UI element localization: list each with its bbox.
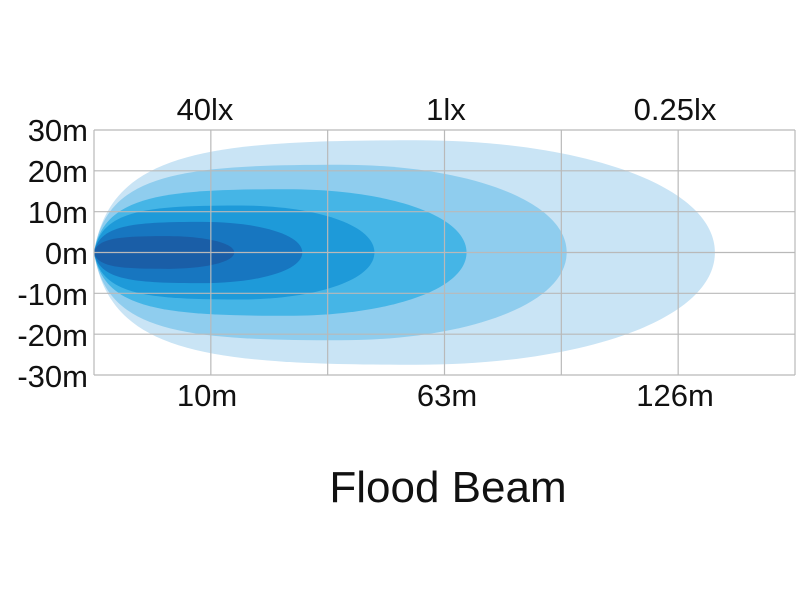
distance-label-126m: 126m (636, 378, 714, 413)
lux-labels: 40lx 1lx 0.25lx (177, 92, 717, 127)
y-tick-label: 10m (28, 195, 88, 230)
y-axis-ticks: 30m 20m 10m 0m -10m -20m -30m (17, 113, 88, 394)
distance-labels: 10m 63m 126m (177, 378, 714, 413)
y-tick-label: -30m (17, 359, 88, 394)
chart-title: Flood Beam (329, 463, 566, 512)
lux-label-40lx: 40lx (177, 92, 234, 127)
y-tick-label: 0m (45, 236, 88, 271)
y-tick-label: -10m (17, 277, 88, 312)
y-tick-label: 20m (28, 154, 88, 189)
y-tick-label: -20m (17, 318, 88, 353)
lux-label-0-25lx: 0.25lx (634, 92, 717, 127)
lux-label-1lx: 1lx (426, 92, 466, 127)
distance-label-10m: 10m (177, 378, 237, 413)
y-tick-label: 30m (28, 113, 88, 148)
grid-lines (93, 129, 796, 376)
distance-label-63m: 63m (417, 378, 477, 413)
